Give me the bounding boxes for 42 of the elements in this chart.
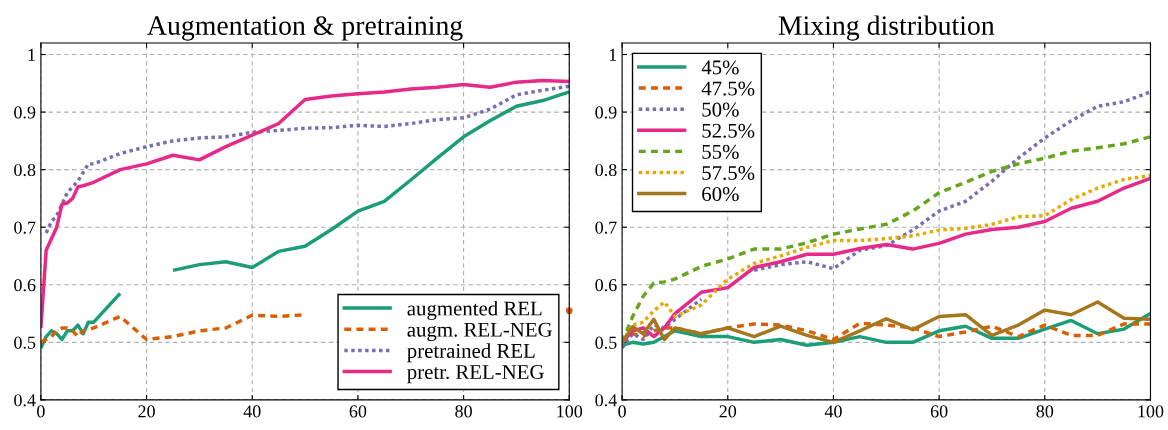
x-tick-label: 80 — [1036, 405, 1054, 418]
line-series — [44, 84, 570, 235]
legend-label: augmented REL — [407, 300, 542, 320]
legend-label: 45% — [701, 60, 739, 75]
y-tick-label: 0.7 — [14, 221, 36, 234]
x-tick-label: 40 — [824, 405, 842, 418]
y-tick-label: 0.9 — [595, 106, 617, 119]
x-tick-label: 100 — [1138, 405, 1164, 418]
y-tick-label: 0.7 — [595, 221, 617, 234]
x-tick-label: 40 — [243, 405, 261, 418]
legend-label: 55% — [702, 144, 739, 159]
y-tick-label: 1 — [609, 48, 617, 61]
legend-label: 47.5% — [701, 81, 755, 96]
y-tick-label: 0.6 — [595, 279, 617, 292]
y-tick-label: 0.5 — [14, 336, 36, 349]
x-tick-label: 60 — [930, 405, 948, 418]
y-tick-label: 0.8 — [14, 163, 36, 177]
legend-label: pretrained REL — [407, 343, 535, 363]
x-tick-label: 0 — [37, 405, 45, 418]
legend-label: 57.5% — [702, 165, 755, 181]
legend-label: 52.5% — [702, 123, 755, 138]
y-tick-label: 0.6 — [14, 279, 36, 292]
legend-label: 60% — [702, 187, 739, 202]
chart-title: Augmentation & pretraining — [147, 16, 463, 41]
x-tick-label: 0 — [618, 405, 626, 418]
y-tick-label: 0.4 — [595, 394, 617, 407]
x-tick-label: 60 — [349, 405, 367, 418]
line-series — [622, 321, 1151, 345]
y-tick-label: 1 — [28, 48, 35, 61]
x-tick-label: 20 — [719, 405, 737, 418]
x-tick-label: 80 — [455, 405, 472, 418]
chart-title: Mixing distribution — [778, 15, 995, 41]
y-tick-label: 0.9 — [14, 106, 36, 119]
line-series — [622, 300, 1151, 345]
x-tick-label: 20 — [138, 405, 155, 418]
y-tick-label: 0.8 — [595, 163, 617, 177]
legend-label: augm. REL-NEG — [407, 322, 552, 342]
y-tick-label: 0.4 — [14, 394, 36, 407]
legend-label: pretr. REL-NEG — [407, 365, 544, 384]
y-tick-label: 0.5 — [595, 336, 617, 349]
x-tick-label: 100 — [557, 405, 583, 418]
legend-label: 50% — [702, 102, 739, 117]
